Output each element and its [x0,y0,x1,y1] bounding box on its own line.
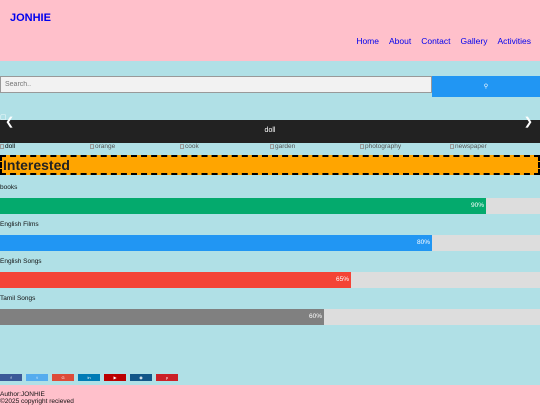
thumbnail-row: doll orange cook garden photography news… [0,143,540,152]
skill-fill: 80% [0,235,432,251]
broken-image-icon [180,144,184,149]
chevron-right-icon[interactable]: ❯ [523,116,533,128]
linkedin-icon[interactable]: in [78,374,100,381]
nav-about-link[interactable]: About [389,36,412,46]
thumbnail-orange[interactable]: orange [90,143,180,152]
skill-label-tamil-songs: Tamil Songs [0,295,36,302]
image-slider: ❮ ❯ doll [0,116,540,143]
skill-fill: 60% [0,309,324,325]
facebook-icon[interactable]: f [0,374,22,381]
thumbnail-cook[interactable]: cook [180,143,270,152]
skill-bar-english-films: 80% [0,235,540,251]
chevron-left-icon[interactable]: ❮ [5,116,15,128]
skill-bar-english-songs: 65% [0,272,540,288]
header: JONHIE Home About Contact Gallery Activi… [0,0,540,61]
nav-contact-link[interactable]: Contact [421,36,451,46]
twitter-icon[interactable]: t [26,374,48,381]
footer-author: Author:JONHIE [0,391,45,398]
skill-bar-tamil-songs: 60% [0,309,540,325]
slide-caption: doll [264,127,276,134]
skill-label-books: books [0,184,18,191]
broken-image-icon [0,144,4,149]
search-input[interactable] [0,76,432,93]
pinterest-icon[interactable]: p [156,374,178,381]
broken-image-icon [450,144,454,149]
footer: Author:JONHIE ©2025 copyright recieved [0,385,540,405]
google-icon[interactable]: G [52,374,74,381]
skill-label-english-films: English Films [0,221,39,228]
broken-image-icon: ▢ [0,114,7,121]
broken-image-icon [270,144,274,149]
brand-title: JONHIE [10,12,51,24]
top-nav: Home About Contact Gallery Activities [356,36,531,46]
thumbnail-newspaper[interactable]: newspaper [450,143,540,152]
social-links: f t G in ▶ ◉ p [0,374,178,381]
thumbnail-photography[interactable]: photography [360,143,450,152]
search-bar: ⚲ [0,76,540,97]
skill-bar-books: 90% [0,198,540,214]
instagram-icon[interactable]: ◉ [130,374,152,381]
footer-copyright: ©2025 copyright recieved [0,398,74,405]
skill-fill: 65% [0,272,351,288]
youtube-icon[interactable]: ▶ [104,374,126,381]
thumbnail-garden[interactable]: garden [270,143,360,152]
skill-label-english-songs: English Songs [0,258,42,265]
nav-gallery-link[interactable]: Gallery [460,36,488,46]
interested-heading: Interested [0,155,540,175]
broken-image-icon [360,144,364,149]
nav-activities-link[interactable]: Activities [497,36,531,46]
thumbnail-doll[interactable]: doll [0,143,90,152]
search-icon: ⚲ [483,84,489,90]
broken-image-icon [90,144,94,149]
search-button[interactable]: ⚲ [432,76,540,97]
nav-home-link[interactable]: Home [356,36,379,46]
skill-fill: 90% [0,198,486,214]
